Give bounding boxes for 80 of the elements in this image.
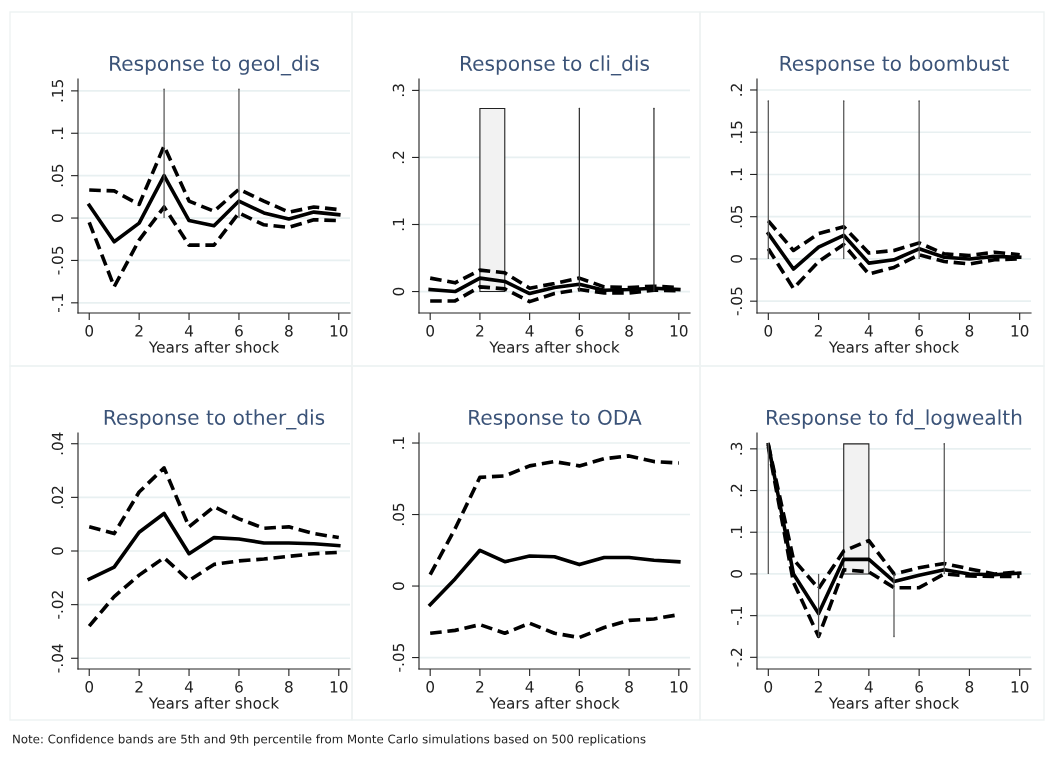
x-axis-title: Years after shock xyxy=(489,696,620,709)
chart-title: Response to cli_dis xyxy=(461,55,649,76)
x-tick-label: 10 xyxy=(1011,681,1029,693)
x-tick-label: 8 xyxy=(965,325,974,337)
x-tick-label: 4 xyxy=(184,325,194,337)
y-tick-label: 0 xyxy=(730,570,743,578)
x-tick-label: 8 xyxy=(625,325,633,337)
x-tick-label: 4 xyxy=(525,681,534,693)
x-tick-label: 6 xyxy=(915,325,924,337)
text: Note: Confidence bands are 5th and 9th percentile from Monte Carlo simulations based on 500 replications xyxy=(13,734,646,746)
x-tick-label: 6 xyxy=(915,681,924,693)
y-tick-label: .15 xyxy=(730,121,743,143)
x-tick-label: 2 xyxy=(814,681,822,693)
y-tick-label: -.2 xyxy=(730,648,743,667)
x-tick-label: 8 xyxy=(625,681,633,693)
y-tick-label: .1 xyxy=(392,437,405,449)
chart-title: Response to geol_dis xyxy=(110,55,319,76)
y-tick-label: .05 xyxy=(730,205,743,228)
x-tick-label: 0 xyxy=(85,681,94,693)
x-axis-title: Years after shock xyxy=(148,696,280,709)
x-axis-title: Years after shock xyxy=(828,696,960,709)
x-axis-title: Years after shock xyxy=(828,340,960,353)
y-tick-label: -.05 xyxy=(730,287,743,316)
y-tick-label: -.04 xyxy=(51,644,64,673)
x-tick-label: 10 xyxy=(670,325,688,337)
y-tick-label: -.05 xyxy=(51,246,64,275)
x-tick-label: 8 xyxy=(285,325,293,337)
x-tick-label: 2 xyxy=(814,325,822,337)
x-tick-label: 6 xyxy=(575,325,584,337)
y-tick-label: 0 xyxy=(730,255,743,263)
y-tick-label: .1 xyxy=(51,127,64,139)
x-tick-label: 8 xyxy=(285,681,293,693)
chart-title: Response to fd_logwealth xyxy=(767,409,1022,430)
x-tick-label: 2 xyxy=(476,325,484,337)
x-tick-label: 6 xyxy=(235,681,243,693)
x-axis-title: Years after shock xyxy=(148,340,280,353)
y-tick-label: .02 xyxy=(51,486,64,508)
x-tick-label: 10 xyxy=(670,681,688,693)
y-tick-label: -.1 xyxy=(51,294,64,313)
x-tick-label: 6 xyxy=(575,681,584,693)
x-tick-label: 6 xyxy=(235,325,243,337)
y-tick-label: .3 xyxy=(730,442,743,455)
x-tick-label: 2 xyxy=(476,681,484,693)
x-tick-label: 0 xyxy=(85,325,94,337)
x-tick-label: 0 xyxy=(764,681,773,693)
y-tick-label: .15 xyxy=(51,80,64,102)
x-tick-label: 10 xyxy=(330,681,348,693)
y-tick-label: 0 xyxy=(51,547,64,555)
chart-title: Response to ODA xyxy=(469,409,642,429)
y-tick-label: .04 xyxy=(51,432,64,455)
x-tick-label: 0 xyxy=(426,681,435,693)
y-tick-label: 0 xyxy=(392,582,405,590)
y-tick-label: .2 xyxy=(730,84,743,96)
x-axis-title: Years after shock xyxy=(489,340,620,353)
x-tick-label: 4 xyxy=(864,325,873,337)
y-tick-label: .05 xyxy=(51,164,64,187)
x-tick-label: 0 xyxy=(764,325,773,337)
chart-title: Response to other_dis xyxy=(104,409,325,430)
y-tick-label: .2 xyxy=(730,484,743,497)
y-tick-label: .1 xyxy=(730,526,743,538)
y-tick-label: -.05 xyxy=(392,643,405,672)
y-tick-label: -.1 xyxy=(730,606,743,625)
x-tick-label: 4 xyxy=(864,681,873,693)
x-tick-label: 4 xyxy=(184,681,194,693)
y-tick-label: -.02 xyxy=(51,591,64,619)
y-tick-label: 0 xyxy=(51,214,64,222)
chart-title: Response to boombust xyxy=(780,55,1009,75)
y-tick-label: .2 xyxy=(392,151,405,164)
x-tick-label: 10 xyxy=(1011,325,1029,337)
y-tick-label: .05 xyxy=(392,503,405,526)
x-tick-label: 2 xyxy=(135,681,143,693)
y-tick-label: 0 xyxy=(392,287,405,296)
x-tick-label: 8 xyxy=(965,681,974,693)
x-tick-label: 10 xyxy=(330,325,348,337)
x-tick-label: 0 xyxy=(426,325,435,337)
x-tick-label: 2 xyxy=(135,325,143,337)
y-tick-label: .3 xyxy=(392,84,405,97)
x-tick-label: 4 xyxy=(525,325,534,337)
y-tick-label: .1 xyxy=(392,218,405,231)
y-tick-label: .1 xyxy=(730,168,743,181)
